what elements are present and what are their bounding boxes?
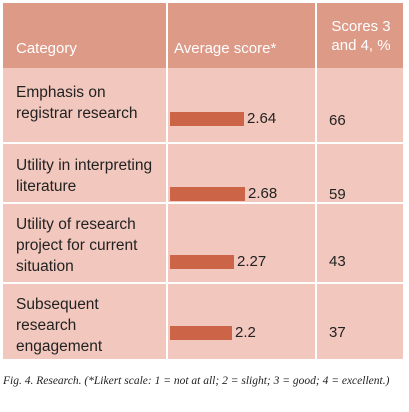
header-category: Category [16,40,77,57]
category-label: Utility of research project for current … [16,216,138,275]
table-header-row [3,3,403,68]
scores-percent-value: 66 [329,112,346,129]
average-score-bar [170,187,245,201]
header-scores-percent: Scores 3 and 4, % [331,18,391,54]
average-score-bar [170,326,232,340]
category-label: Utility in interpreting literature [16,157,153,195]
category-label: Emphasis on registrar research [16,84,138,122]
average-score-value: 2.68 [248,185,278,202]
average-score-bar [170,255,234,269]
header-average-score: Average score* [174,40,277,57]
average-score-value: 2.27 [237,253,267,270]
research-table-figure: Category Average score* Scores 3 and 4, … [3,3,403,359]
column-divider [166,3,168,359]
scores-percent-value: 59 [329,186,346,203]
average-score-value: 2.2 [235,324,256,341]
row-divider [3,142,403,144]
row-divider [3,202,403,204]
average-score-value: 2.64 [247,110,277,127]
figure-caption: Fig. 4. Research. (*Likert scale: 1 = no… [3,375,390,387]
row-divider [3,282,403,284]
scores-percent-value: 37 [329,324,346,341]
category-label: Subsequent research engagement [16,296,103,355]
scores-percent-value: 43 [329,253,346,270]
average-score-bar [170,112,244,126]
column-divider [315,3,317,359]
